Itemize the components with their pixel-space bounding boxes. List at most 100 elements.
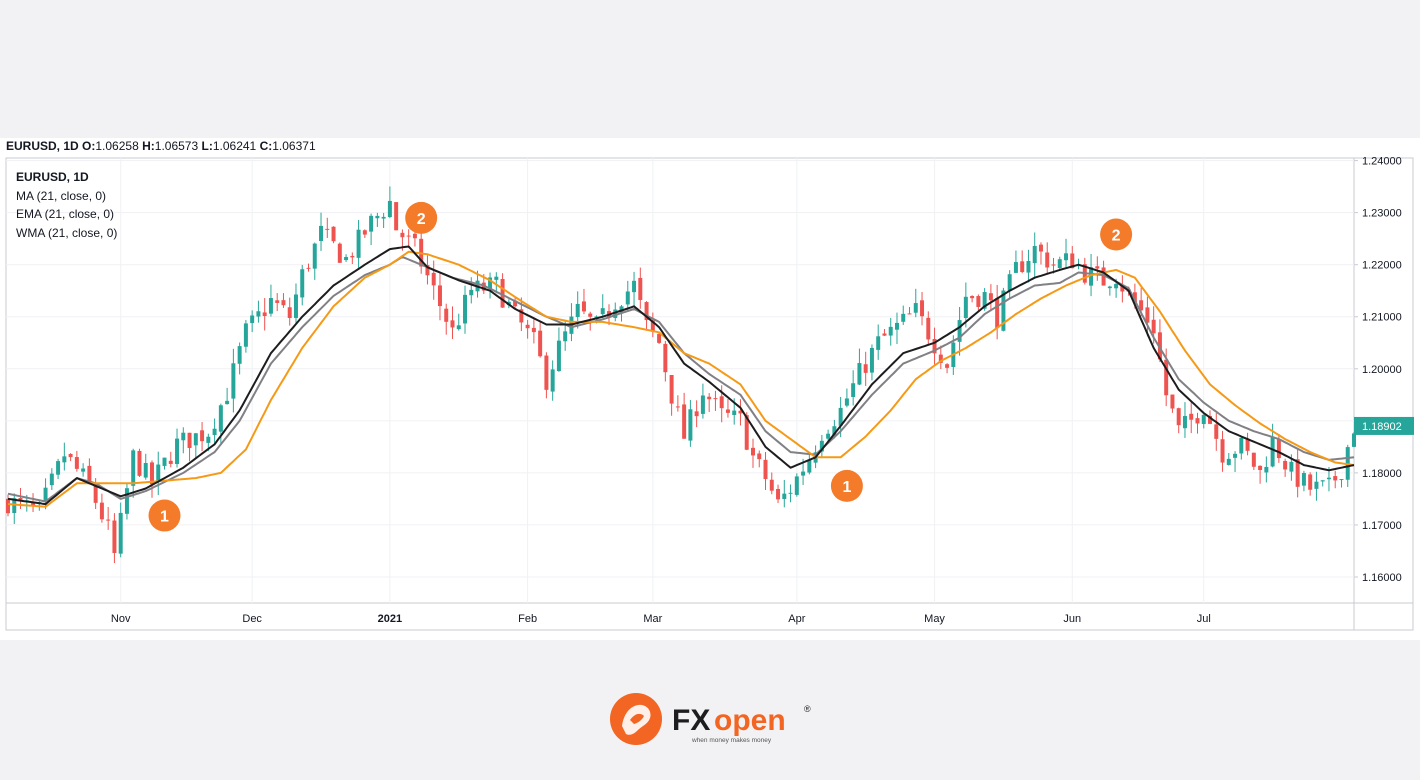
header-close-label: C: xyxy=(259,139,273,153)
candle-up xyxy=(563,331,568,342)
candle-up xyxy=(375,215,380,219)
candle-up xyxy=(43,487,48,501)
signal-marker xyxy=(148,499,181,532)
candle-up xyxy=(832,426,837,436)
candle-down xyxy=(1151,319,1156,334)
candle-down xyxy=(1176,408,1181,426)
candle-up xyxy=(794,476,799,495)
x-tick-label: Feb xyxy=(518,613,537,625)
candle-down xyxy=(932,339,937,354)
candle-up xyxy=(231,363,236,399)
legend-symbol: EURUSD, 1D xyxy=(16,170,89,184)
candle-up xyxy=(369,215,374,232)
candle-up xyxy=(293,294,298,318)
candle-up xyxy=(963,296,968,318)
candle-up xyxy=(175,438,180,465)
candle-down xyxy=(719,396,724,409)
candle-down xyxy=(694,411,699,417)
candle-down xyxy=(863,364,868,373)
signal-marker-label: 2 xyxy=(1112,228,1121,245)
candle-down xyxy=(1295,459,1300,487)
x-tick-label: Jul xyxy=(1197,613,1211,625)
candle-down xyxy=(1051,264,1056,266)
candle-up xyxy=(632,280,637,293)
candle-down xyxy=(769,479,774,491)
candle-up xyxy=(844,398,849,406)
candle-down xyxy=(882,333,887,336)
candle-up xyxy=(1326,477,1331,480)
candle-down xyxy=(763,459,768,480)
candle-down xyxy=(106,519,111,521)
header-close: 1.06371 xyxy=(272,139,316,153)
candle-down xyxy=(938,354,943,363)
candle-up xyxy=(212,428,217,436)
candle-up xyxy=(1239,437,1244,454)
candle-up xyxy=(344,257,349,261)
candle-up xyxy=(575,303,580,318)
candle-up xyxy=(625,291,630,305)
candle-up xyxy=(81,468,86,472)
candle-down xyxy=(31,503,36,506)
candle-up xyxy=(1270,437,1275,467)
candle-down xyxy=(1333,476,1338,481)
candle-down xyxy=(74,457,79,469)
candle-up xyxy=(1026,260,1031,273)
y-tick-label: 1.24000 xyxy=(1362,156,1402,168)
candle-up xyxy=(124,488,129,514)
candle-up xyxy=(1226,458,1231,465)
candle-up xyxy=(613,309,618,318)
candle-up xyxy=(700,395,705,414)
candle-down xyxy=(287,307,292,318)
fxopen-logo: FX open ® when money makes money xyxy=(610,693,811,745)
candle-up xyxy=(1301,473,1306,486)
candle-up xyxy=(206,436,211,443)
candle-down xyxy=(281,300,286,306)
header-open-label: O: xyxy=(82,139,96,153)
candle-up xyxy=(1107,286,1112,289)
legend-ema: EMA (21, close, 0) xyxy=(16,207,115,221)
x-tick-label: Apr xyxy=(788,613,805,625)
candle-up xyxy=(256,311,261,317)
y-tick-label: 1.23000 xyxy=(1362,208,1402,220)
candle-down xyxy=(1189,413,1194,420)
candle-up xyxy=(788,492,793,494)
header-high: 1.06573 xyxy=(154,139,199,153)
candle-up xyxy=(463,294,468,324)
signal-marker xyxy=(1100,218,1133,251)
candle-up xyxy=(62,456,67,463)
chart-panel xyxy=(0,138,1420,640)
candle-up xyxy=(381,216,386,219)
candle-down xyxy=(531,327,536,333)
candle-up xyxy=(732,410,737,415)
candle-up xyxy=(1001,290,1006,331)
candle-down xyxy=(744,415,749,450)
candle-up xyxy=(218,405,223,432)
candle-up xyxy=(469,289,474,296)
candle-down xyxy=(1020,261,1025,272)
candle-down xyxy=(500,278,505,308)
candle-down xyxy=(995,298,1000,329)
candle-up xyxy=(600,308,605,315)
candle-up xyxy=(1314,481,1319,489)
candle-up xyxy=(876,336,881,350)
candle-up xyxy=(1007,274,1012,291)
last-price-tag xyxy=(1354,416,1414,435)
candle-down xyxy=(1145,307,1150,323)
candle-down xyxy=(325,228,330,230)
candle-down xyxy=(1164,359,1169,396)
candle-up xyxy=(488,277,493,289)
candle-up xyxy=(1114,284,1119,289)
candle-down xyxy=(538,330,543,357)
header-high-label: H: xyxy=(142,139,155,153)
candle-up xyxy=(456,325,461,330)
candle-down xyxy=(638,277,643,300)
candle-up xyxy=(819,440,824,452)
candle-down xyxy=(68,453,73,458)
candle-up xyxy=(193,433,198,446)
candle-down xyxy=(362,230,367,235)
candle-up xyxy=(237,346,242,364)
brand-tagline: when money makes money xyxy=(691,737,772,744)
candle-down xyxy=(394,202,399,231)
candle-up xyxy=(1089,267,1094,286)
